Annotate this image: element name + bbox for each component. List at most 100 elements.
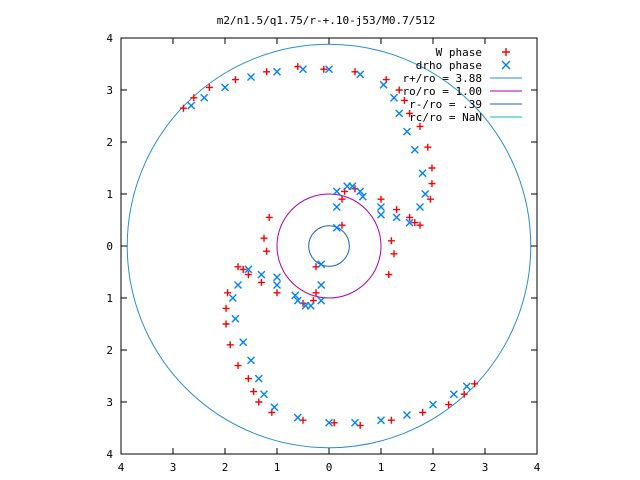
w-phase-point — [260, 234, 268, 242]
data-points — [179, 63, 479, 429]
w-phase-point — [224, 289, 232, 297]
w-phase-point — [179, 104, 187, 112]
drho-phase-point — [270, 403, 279, 412]
drho-phase-point — [410, 145, 419, 154]
y-tick-label: 2 — [106, 136, 113, 149]
legend-label: drho phase — [416, 59, 482, 72]
x-tick-label: 4 — [534, 461, 541, 474]
drho-phase-point — [358, 192, 367, 201]
y-tick-label: 4 — [106, 32, 113, 45]
drho-phase-point — [273, 281, 281, 289]
reference-circles — [126, 43, 532, 449]
circle-r- — [308, 225, 350, 267]
drho-phase-point — [403, 411, 411, 419]
drho-phase-point — [405, 218, 414, 227]
drho-phase-point — [200, 93, 209, 102]
chart-title: m2/n1.5/q1.75/r-+.10-j53/M0.7/512 — [217, 14, 436, 27]
drho-phase-point — [421, 190, 430, 198]
y-tick-label: 1 — [106, 292, 113, 305]
w-phase-point — [234, 362, 242, 370]
w-phase-point — [393, 206, 401, 214]
drho-phase-point — [403, 127, 411, 136]
y-tick-label: 3 — [106, 84, 113, 97]
drho-phase-point — [247, 356, 255, 365]
legend-label: r-/ro = .39 — [409, 98, 482, 111]
drho-phase-point — [332, 203, 341, 211]
w-phase-point — [257, 278, 265, 286]
w-phase-point — [390, 250, 398, 258]
y-tick-label: 1 — [106, 188, 113, 201]
drho-phase-point — [293, 413, 302, 422]
drho-phase-point — [377, 210, 385, 219]
drho-phase-point — [257, 270, 266, 279]
w-phase-point — [416, 122, 424, 130]
w-phase-point — [222, 304, 230, 312]
w-phase-point — [273, 289, 281, 297]
drho-phase-point — [247, 73, 255, 81]
drho-phase-point — [325, 418, 333, 427]
drho-phase-point — [395, 109, 404, 118]
x-tick-label: 0 — [326, 461, 333, 474]
w-phase-point — [244, 375, 252, 383]
w-phase-point — [250, 388, 258, 396]
w-phase-point — [239, 265, 247, 273]
w-phase-point — [387, 416, 395, 424]
legend-label: ro/ro = 1.00 — [403, 85, 482, 98]
drho-phase-point — [301, 301, 310, 310]
drho-phase-point — [332, 223, 341, 232]
drho-phase-point — [239, 338, 248, 347]
w-phase-point — [471, 380, 479, 388]
w-phase-point — [426, 195, 434, 203]
legend-label: W phase — [436, 46, 482, 59]
w-phase-point — [411, 219, 419, 227]
drho-phase-point — [390, 93, 398, 102]
drho-phase-point — [351, 418, 359, 427]
w-phase-point — [255, 398, 263, 406]
circle-r+ — [126, 43, 532, 449]
y-tick-label: 4 — [106, 448, 113, 461]
w-phase-point — [406, 213, 414, 221]
w-phase-point — [416, 221, 424, 229]
drho-phase-point — [325, 65, 333, 74]
drho-phase-point — [416, 203, 424, 211]
drho-phase-point — [317, 296, 326, 305]
drho-phase-point — [273, 273, 281, 282]
drho-phase-point — [348, 182, 357, 191]
y-tick-label: 2 — [106, 344, 113, 357]
w-phase-point — [205, 83, 213, 91]
x-tick-label: 3 — [482, 461, 489, 474]
w-phase-point — [428, 180, 436, 188]
drho-phase-point — [228, 294, 237, 302]
w-phase-point — [387, 237, 395, 245]
drho-phase-point — [377, 416, 385, 425]
w-phase-point — [222, 320, 230, 328]
drho-phase-point — [418, 169, 427, 178]
drho-phase-point — [377, 203, 385, 211]
w-phase-point — [445, 401, 453, 409]
drho-phase-point — [244, 265, 253, 274]
w-phase-point — [263, 68, 271, 76]
w-phase-point — [234, 263, 242, 271]
w-phase-point — [419, 408, 427, 416]
legend-label: rc/ro = NaN — [409, 111, 482, 124]
w-phase-point — [244, 271, 252, 279]
drho-phase-point — [356, 187, 365, 196]
x-tick-label: 2 — [222, 461, 229, 474]
w-phase-point — [395, 86, 403, 94]
drho-phase-point — [273, 67, 281, 76]
drho-phase-point — [234, 281, 242, 289]
w-phase-point — [190, 94, 198, 102]
w-phase-point — [400, 96, 408, 104]
x-tick-label: 2 — [430, 461, 437, 474]
drho-phase-point — [392, 213, 401, 222]
w-phase-point — [424, 143, 432, 151]
y-tick-label: 3 — [106, 396, 113, 409]
drho-phase-point — [293, 296, 302, 305]
w-phase-point — [406, 109, 414, 117]
w-phase-point — [320, 65, 328, 73]
x-tick-label: 1 — [274, 461, 281, 474]
drho-phase-point — [299, 65, 307, 74]
